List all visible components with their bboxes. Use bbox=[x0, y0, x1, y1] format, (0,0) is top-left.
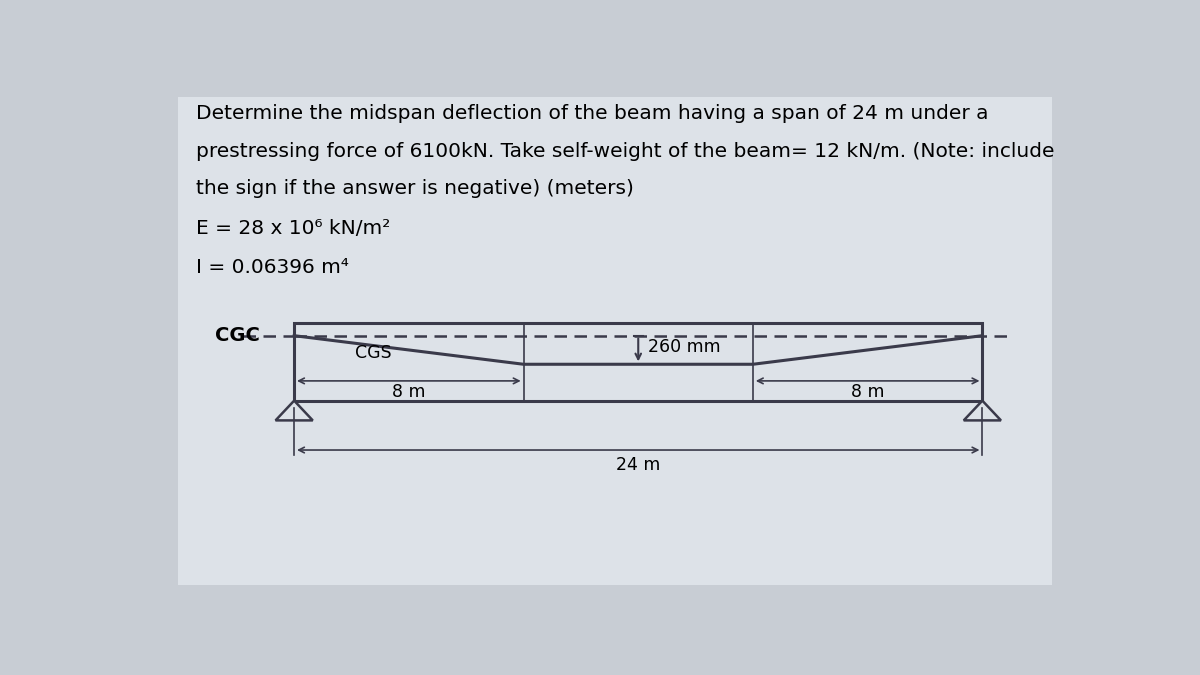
Text: 24 m: 24 m bbox=[616, 456, 660, 475]
FancyBboxPatch shape bbox=[178, 97, 1052, 585]
Text: 260 mm: 260 mm bbox=[648, 338, 720, 356]
Text: 8 m: 8 m bbox=[392, 383, 426, 402]
Text: CGS: CGS bbox=[355, 344, 391, 362]
Text: Determine the midspan deflection of the beam having a span of 24 m under a: Determine the midspan deflection of the … bbox=[197, 105, 989, 124]
Bar bbox=[294, 323, 983, 401]
Text: I = 0.06396 m⁴: I = 0.06396 m⁴ bbox=[197, 258, 349, 277]
Polygon shape bbox=[964, 401, 1001, 421]
Polygon shape bbox=[276, 401, 313, 421]
Text: the sign if the answer is negative) (meters): the sign if the answer is negative) (met… bbox=[197, 180, 635, 198]
Text: E = 28 x 10⁶ kN/m²: E = 28 x 10⁶ kN/m² bbox=[197, 219, 391, 238]
Text: 8 m: 8 m bbox=[851, 383, 884, 402]
Text: prestressing force of 6100kN. Take self-weight of the beam= 12 kN/m. (Note: incl: prestressing force of 6100kN. Take self-… bbox=[197, 142, 1055, 161]
Text: CGC: CGC bbox=[215, 326, 260, 345]
